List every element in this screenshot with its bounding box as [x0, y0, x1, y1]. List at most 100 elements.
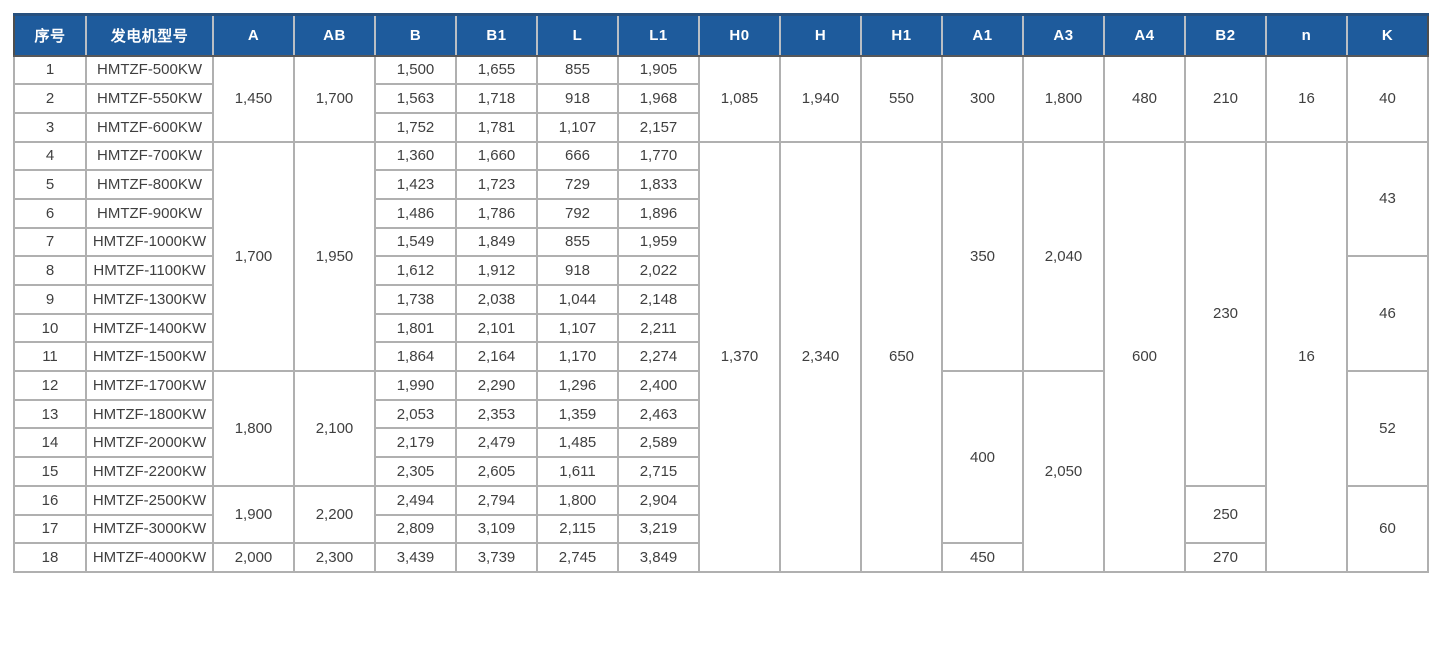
value-cell: 2,164 — [455, 341, 538, 373]
model-cell: HMTZF-500KW — [85, 54, 214, 86]
serial-cell: 14 — [13, 427, 87, 459]
value-cell: 1,896 — [617, 197, 700, 229]
value-cell: 270 — [1184, 542, 1267, 573]
value-cell: 1,900 — [212, 484, 295, 545]
value-cell: 2,101 — [455, 312, 538, 344]
value-cell: 1,738 — [374, 284, 457, 315]
value-cell: 2,305 — [374, 456, 457, 487]
value-cell: 1,170 — [536, 341, 619, 373]
column-header-model: 发电机型号 — [85, 14, 214, 57]
value-cell: 2,809 — [374, 513, 457, 545]
value-cell: 2,053 — [374, 398, 457, 430]
value-cell: 1,612 — [374, 255, 457, 286]
column-header-A3: A3 — [1022, 14, 1105, 57]
value-cell: 2,179 — [374, 427, 457, 459]
model-cell: HMTZF-1400KW — [85, 312, 214, 344]
serial-cell: 15 — [13, 456, 87, 487]
table-row: 6 HMTZF-900KW 1,486 1,786 792 1,896 — [13, 197, 1428, 229]
value-cell: 1,370 — [698, 140, 781, 573]
value-cell: 2,479 — [455, 427, 538, 459]
value-cell: 1,781 — [455, 111, 538, 143]
value-cell: 1,563 — [374, 83, 457, 114]
serial-cell: 13 — [13, 398, 87, 430]
serial-cell: 16 — [13, 484, 87, 516]
value-cell: 43 — [1346, 140, 1429, 258]
table-header: 序号 发电机型号 A AB B B1 L L1 H0 H H1 A1 A3 A4 B2 n K — [14, 14, 1428, 57]
value-cell: 1,500 — [374, 54, 457, 86]
value-cell: 2,200 — [293, 484, 376, 545]
value-cell: 1,085 — [698, 54, 781, 143]
table-row: 3 HMTZF-600KW 1,752 1,781 1,107 2,157 — [13, 111, 1428, 143]
value-cell: 3,219 — [617, 513, 700, 545]
serial-cell: 10 — [13, 312, 87, 344]
column-header-H0: H0 — [698, 14, 781, 57]
table-row: 12 HMTZF-1700KW 1,800 2,100 1,990 2,290 1,296 2… — [13, 370, 1429, 573]
value-cell: 2,274 — [617, 341, 700, 373]
model-cell: HMTZF-1500KW — [85, 341, 214, 373]
column-header-L: L — [536, 14, 619, 57]
value-cell: 2,148 — [617, 284, 700, 315]
column-header-n: n — [1265, 14, 1348, 57]
model-cell: HMTZF-700KW — [85, 140, 214, 172]
model-cell: HMTZF-1100KW — [85, 255, 214, 286]
model-cell: HMTZF-3000KW — [85, 513, 214, 545]
value-cell: 1,801 — [374, 312, 457, 344]
value-cell: 1,718 — [455, 83, 538, 114]
value-cell: 2,050 — [1022, 370, 1105, 573]
serial-cell: 2 — [13, 83, 87, 114]
column-header-K: K — [1346, 14, 1428, 57]
value-cell: 1,700 — [212, 140, 295, 373]
value-cell: 2,904 — [617, 484, 700, 516]
serial-cell: 5 — [13, 169, 87, 200]
column-header-A4: A4 — [1103, 14, 1186, 57]
value-cell: 1,800 — [536, 484, 619, 516]
value-cell: 350 — [941, 140, 1024, 373]
model-cell: HMTZF-600KW — [85, 111, 214, 143]
value-cell: 210 — [1184, 54, 1267, 143]
value-cell: 1,940 — [779, 54, 862, 143]
value-cell: 550 — [860, 54, 943, 143]
table-row: 17 HMTZF-3000KW 2,809 3,109 2,115 3,219 — [13, 513, 1428, 545]
serial-cell: 4 — [13, 140, 87, 172]
value-cell: 1,752 — [374, 111, 457, 143]
column-header-A1: A1 — [941, 14, 1024, 57]
table-row: 13 HMTZF-1800KW 2,053 2,353 1,359 2,463 — [13, 398, 1428, 430]
table-row: 9 HMTZF-1300KW 1,738 2,038 1,044 2,148 — [13, 284, 1428, 315]
table-body: 1 HMTZF-500KW 1,450 1,700 1,500 1,655 855 1,905… — [13, 54, 1429, 573]
value-cell: 16 — [1265, 54, 1348, 143]
value-cell: 1,660 — [455, 140, 538, 172]
value-cell: 3,439 — [374, 542, 457, 573]
value-cell: 600 — [1103, 140, 1186, 573]
table-row: 16 HMTZF-2500KW 1,900 2,200 2,494 2,794 1,800 2… — [13, 484, 1429, 573]
value-cell: 1,107 — [536, 312, 619, 344]
value-cell: 2,463 — [617, 398, 700, 430]
column-header-B: B — [374, 14, 457, 57]
value-cell: 1,864 — [374, 341, 457, 373]
model-cell: HMTZF-550KW — [85, 83, 214, 114]
value-cell: 16 — [1265, 140, 1348, 573]
value-cell: 1,485 — [536, 427, 619, 459]
column-header-H1: H1 — [860, 14, 943, 57]
value-cell: 450 — [941, 542, 1024, 573]
model-cell: HMTZF-900KW — [85, 197, 214, 229]
table-row: 15 HMTZF-2200KW 2,305 2,605 1,611 2,715 — [13, 456, 1428, 487]
value-cell: 2,340 — [779, 140, 862, 573]
header-row: 序号 发电机型号 A AB B B1 L L1 H0 H H1 A1 A3 A4 B2 n K — [14, 14, 1428, 57]
table-row: 11 HMTZF-1500KW 1,864 2,164 1,170 2,274 — [13, 341, 1428, 373]
model-cell: HMTZF-800KW — [85, 169, 214, 200]
value-cell: 1,912 — [455, 255, 538, 286]
value-cell: 3,739 — [455, 542, 538, 573]
value-cell: 1,968 — [617, 83, 700, 114]
value-cell: 1,800 — [1022, 54, 1105, 143]
value-cell: 918 — [536, 83, 619, 114]
value-cell: 2,115 — [536, 513, 619, 545]
serial-cell: 18 — [13, 542, 87, 573]
value-cell: 1,359 — [536, 398, 619, 430]
column-header-B1: B1 — [455, 14, 538, 57]
value-cell: 2,100 — [293, 370, 376, 487]
value-cell: 1,700 — [293, 54, 376, 143]
value-cell: 3,849 — [617, 542, 700, 573]
value-cell: 1,849 — [455, 226, 538, 258]
table-row: 2 HMTZF-550KW 1,563 1,718 918 1,968 — [13, 83, 1428, 114]
value-cell: 2,157 — [617, 111, 700, 143]
